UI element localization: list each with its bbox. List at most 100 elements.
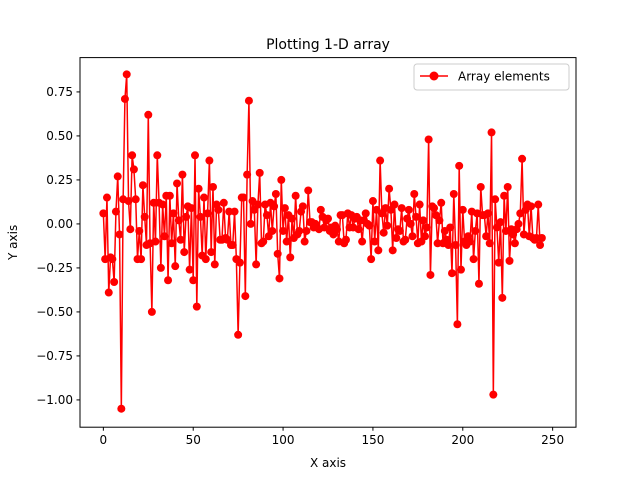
data-point: [253, 200, 262, 209]
data-point: [534, 200, 543, 209]
data-point: [191, 151, 200, 160]
data-point: [288, 214, 297, 223]
data-point: [435, 216, 444, 225]
data-point: [126, 225, 135, 234]
data-point: [115, 230, 124, 239]
data-point: [392, 234, 401, 242]
data-point: [111, 207, 120, 216]
data-point: [487, 128, 496, 137]
data-point: [324, 214, 332, 223]
data-point: [144, 110, 153, 119]
data-point: [370, 237, 379, 246]
data-point: [137, 255, 146, 264]
data-point: [279, 226, 288, 235]
data-point: [390, 200, 399, 209]
data-point: [410, 190, 419, 198]
data-point: [241, 292, 250, 301]
x-tick-label: 50: [186, 433, 201, 447]
data-point: [169, 209, 178, 218]
data-point: [444, 241, 453, 250]
data-point: [404, 205, 413, 214]
y-tick-label: −1.00: [36, 393, 73, 407]
data-point: [156, 263, 165, 272]
data-point: [234, 330, 243, 339]
data-point: [174, 216, 183, 225]
data-point: [243, 170, 252, 179]
data-point: [379, 228, 388, 237]
data-point: [167, 239, 176, 248]
data-point: [383, 221, 392, 230]
data-point: [295, 226, 304, 235]
data-point: [453, 320, 462, 329]
data-point: [203, 209, 212, 218]
data-point: [164, 276, 173, 285]
data-point: [316, 205, 325, 214]
data-point: [270, 202, 279, 211]
data-point: [160, 232, 169, 241]
data-point: [376, 156, 385, 165]
data-point: [354, 225, 363, 234]
data-point: [129, 165, 138, 174]
data-point: [518, 154, 527, 163]
data-point: [262, 211, 271, 220]
data-point: [102, 193, 111, 202]
y-tick-label: 0.75: [46, 85, 73, 99]
data-point: [268, 226, 277, 235]
data-point: [173, 179, 182, 188]
data-point: [476, 182, 485, 191]
data-point: [412, 212, 421, 221]
data-point: [131, 195, 140, 204]
data-point: [536, 241, 545, 250]
data-point: [471, 226, 480, 235]
data-point: [397, 204, 406, 213]
data-point: [388, 246, 397, 255]
data-point: [244, 96, 253, 105]
chart-title: Plotting 1-D array: [266, 37, 390, 53]
data-point: [280, 204, 289, 213]
data-point: [537, 234, 546, 242]
data-point: [113, 172, 122, 181]
data-point: [165, 191, 174, 200]
data-point: [122, 70, 131, 79]
data-point: [255, 168, 264, 177]
data-point: [415, 200, 424, 209]
data-point: [485, 239, 494, 248]
data-point: [252, 260, 261, 269]
data-point: [482, 232, 491, 241]
data-point: [483, 209, 492, 218]
data-point: [135, 226, 144, 235]
data-point: [419, 216, 428, 225]
data-point: [120, 94, 129, 103]
data-point: [291, 191, 300, 200]
data-point: [448, 269, 456, 278]
data-point: [446, 223, 455, 232]
data-point: [176, 235, 185, 244]
data-point: [239, 193, 248, 202]
data-point: [286, 253, 295, 262]
data-point: [494, 258, 503, 267]
data-point: [368, 197, 377, 206]
data-point: [500, 191, 509, 200]
data-point: [503, 182, 512, 191]
data-point: [153, 151, 162, 160]
data-point: [367, 255, 376, 264]
data-point: [395, 226, 404, 235]
y-axis-label: Y axis: [6, 225, 20, 261]
data-point: [201, 255, 210, 264]
data-point: [185, 265, 194, 274]
data-point: [358, 237, 367, 246]
data-point: [430, 204, 439, 213]
data-point: [300, 237, 309, 246]
data-point: [451, 241, 460, 250]
ticks-layer: 0 50 100 150 200 250 −1.00 −0.75 −0.50 −0.25 0.00 0…: [36, 85, 564, 447]
data-point: [259, 237, 268, 246]
data-point: [426, 270, 435, 279]
data-point: [496, 218, 505, 227]
data-point: [341, 235, 350, 244]
data-point: [214, 205, 223, 214]
series-layer: [99, 70, 546, 413]
axes-frame: [79, 57, 577, 428]
data-point: [374, 246, 383, 255]
data-point: [171, 262, 180, 271]
